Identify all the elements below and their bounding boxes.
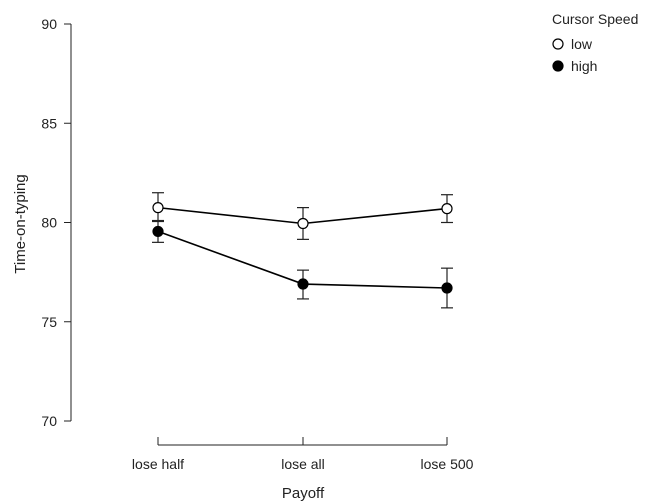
y-axis: 70 75 80 85 90 — [41, 16, 72, 429]
y-axis-title: Time-on-typing — [12, 174, 29, 273]
x-tick-label: lose half — [132, 456, 184, 472]
y-tick-label: 85 — [41, 115, 57, 131]
x-axis-title: Payoff — [282, 485, 325, 502]
series-high — [152, 219, 453, 309]
data-point — [152, 225, 164, 238]
plot-series — [152, 192, 453, 309]
x-axis: lose half lose all lose 500 — [132, 437, 474, 472]
x-tick-label: lose 500 — [421, 456, 474, 472]
y-tick-label: 75 — [41, 314, 57, 330]
legend-marker-low — [552, 38, 564, 50]
data-point — [152, 202, 164, 214]
legend-items: low high — [552, 36, 597, 74]
legend: Cursor Speed low high — [552, 11, 638, 74]
y-tick-label: 70 — [41, 413, 57, 429]
legend-title: Cursor Speed — [552, 11, 638, 27]
x-tick-label: lose all — [281, 456, 325, 472]
data-point — [297, 278, 309, 290]
legend-marker-high — [552, 60, 564, 72]
data-point — [441, 203, 453, 215]
legend-label-high: high — [571, 58, 597, 74]
y-tick-label: 80 — [41, 215, 57, 231]
y-tick-label: 90 — [41, 16, 57, 32]
series-low — [152, 192, 453, 240]
legend-label-low: low — [571, 36, 593, 52]
data-point — [441, 282, 453, 294]
data-point — [297, 217, 309, 230]
